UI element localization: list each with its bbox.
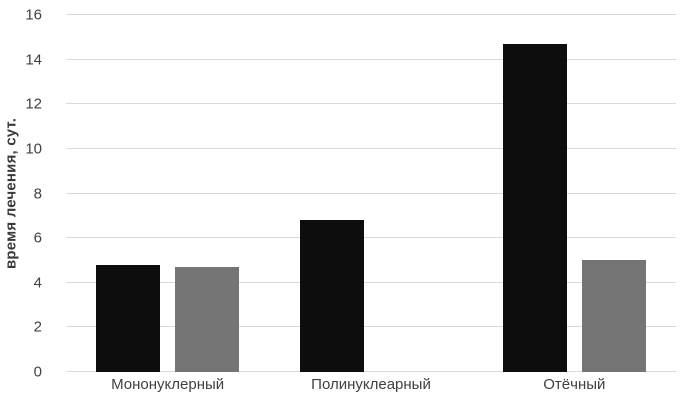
bar xyxy=(299,220,364,372)
bar xyxy=(175,267,240,372)
x-tick-label: Отёчный xyxy=(543,376,606,393)
y-tick-label: 2 xyxy=(33,318,42,336)
x-axis-labels: Мононуклерный Полинуклеарный Отёчный xyxy=(66,376,676,400)
y-tick-label: 4 xyxy=(33,274,42,292)
x-tick-label: Мононуклерный xyxy=(111,376,225,393)
y-tick-label: 10 xyxy=(25,140,42,158)
gridline xyxy=(66,281,676,283)
y-tick-label: 8 xyxy=(33,185,42,202)
gridline xyxy=(66,147,676,149)
y-tick-label: 16 xyxy=(25,6,42,24)
plot-area xyxy=(66,14,676,372)
gridline xyxy=(66,58,676,60)
gridline xyxy=(66,371,676,372)
gridline xyxy=(66,237,676,239)
bar xyxy=(96,264,161,372)
y-tick-label: 0 xyxy=(33,363,42,381)
y-tick-label: 6 xyxy=(33,229,42,247)
x-tick-label: Полинуклеарный xyxy=(311,376,431,393)
gridline xyxy=(66,326,676,328)
y-tick-label: 14 xyxy=(25,51,42,69)
y-tick-label: 12 xyxy=(25,95,42,113)
gridline xyxy=(66,14,676,15)
gridline xyxy=(66,192,676,194)
bar xyxy=(502,44,567,372)
y-axis-ticks: 0 2 4 6 8 10 12 14 16 xyxy=(0,8,54,380)
bar xyxy=(581,260,646,372)
gridline xyxy=(66,103,676,105)
